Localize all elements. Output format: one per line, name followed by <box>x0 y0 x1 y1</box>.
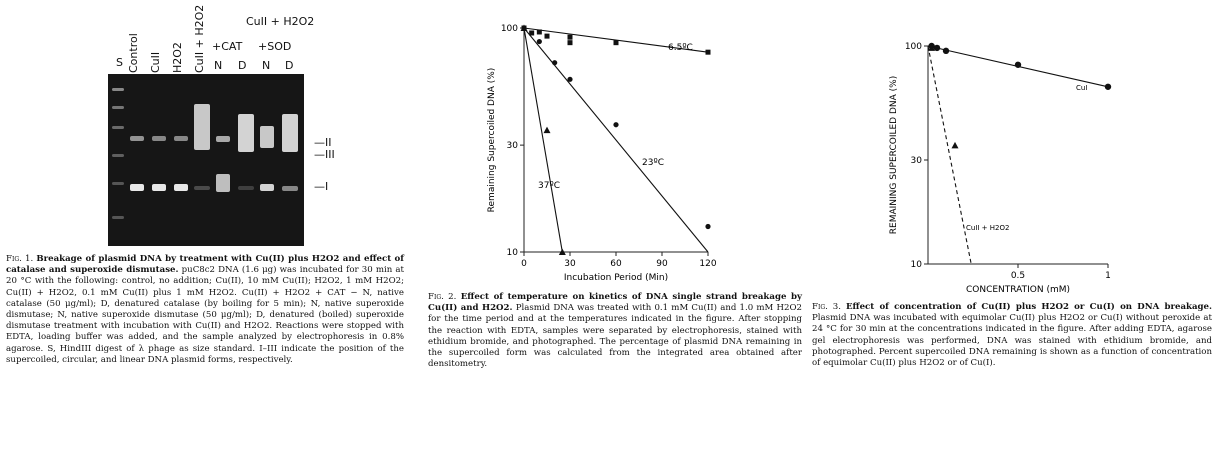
band-i <box>216 174 230 192</box>
y-tick-label: 30 <box>507 141 519 151</box>
figure-3: 0.5 1 10 30 100 CONCENTRATION (mM) REMAINING S… <box>810 0 1218 451</box>
band-ii <box>194 104 210 150</box>
data-point <box>567 40 573 46</box>
data-point <box>933 44 941 52</box>
ladder-band <box>112 154 124 157</box>
fit-line <box>523 27 709 253</box>
figure-2-caption: Fig. 2. Effect of temperature on kinetic… <box>428 292 803 370</box>
lane-label-h2o2: H2O2 <box>171 42 184 73</box>
band-i <box>238 186 254 190</box>
figure-1-caption: Fig. 1. Breakage of plasmid DNA by treat… <box>6 254 404 365</box>
band-i <box>130 184 144 191</box>
series-label: 6.5ºC <box>668 43 693 53</box>
lane-label-n2: N <box>262 59 271 72</box>
lane-label-control: Control <box>127 33 140 73</box>
ladder-band <box>112 126 124 129</box>
figure-3-caption: Fig. 3. Effect of concentration of Cu(II… <box>812 302 1213 369</box>
marker-i: —I <box>314 180 329 193</box>
x-tick-label: 1 <box>1105 271 1111 281</box>
band-ii <box>260 126 274 148</box>
series-label: CuI <box>1076 84 1087 92</box>
y-axis-label: REMAINING SUPERCOILED DNA (%) <box>889 76 899 234</box>
band-ii <box>238 114 254 152</box>
y-tick-label: 100 <box>501 24 518 34</box>
data-point <box>567 34 573 40</box>
y-tick-label: 10 <box>911 260 923 270</box>
fit-line <box>927 45 972 265</box>
data-point <box>705 223 711 230</box>
ladder-band <box>112 106 124 109</box>
lane-label-cuii-h2o2: CuII + H2O2 <box>193 4 206 73</box>
x-tick-label: 30 <box>564 259 576 269</box>
data-point <box>928 44 936 51</box>
gel-image <box>108 74 304 246</box>
band-i <box>282 186 298 191</box>
marker-ii: —II <box>314 136 332 149</box>
fit-line <box>523 27 563 253</box>
x-tick-label: 60 <box>610 259 622 269</box>
x-axis-label: Incubation Period (Min) <box>564 273 668 283</box>
lane-label-d2: D <box>285 59 294 72</box>
data-point <box>942 47 950 55</box>
band-i <box>194 186 210 190</box>
data-point <box>529 30 535 36</box>
series-label: CuII + H2O2 <box>966 224 1009 232</box>
band-ii <box>130 136 144 141</box>
data-point <box>552 60 558 66</box>
ladder-band <box>112 216 124 219</box>
x-tick-label: 0.5 <box>1011 271 1025 281</box>
x-tick-label: 90 <box>656 259 668 269</box>
ladder-band <box>112 182 124 185</box>
x-tick-label: 120 <box>699 259 716 269</box>
x-tick-label: 0 <box>521 259 527 269</box>
fit-line <box>523 27 709 53</box>
concentration-chart: 0.5 1 10 30 100 CONCENTRATION (mM) REMAINING S… <box>889 42 1112 295</box>
figure-1: S Control CuII H2O2 CuII + H2O2 CuII + H… <box>0 0 410 451</box>
figure-2: 0 30 60 90 120 10 30 100 Incubation Period (Min)… <box>410 0 810 451</box>
series-label: 37ºC <box>538 181 560 191</box>
series-label: 23ºC <box>642 158 664 168</box>
lane-label-n1: N <box>214 59 223 72</box>
group-header: CuII + H2O2 <box>246 15 315 28</box>
band-ii <box>152 136 166 141</box>
sub-header-sod: +SOD <box>258 40 292 53</box>
band-ii <box>282 114 298 152</box>
data-point <box>544 33 550 39</box>
data-point <box>536 38 542 45</box>
data-point <box>1104 83 1112 90</box>
band-i <box>152 184 166 191</box>
data-point <box>558 248 566 255</box>
x-axis-label: CONCENTRATION (mM) <box>966 285 1070 295</box>
data-point <box>613 40 619 46</box>
ladder-band <box>112 88 124 91</box>
data-point <box>613 122 619 128</box>
data-point <box>543 126 551 134</box>
data-point <box>536 29 542 35</box>
band-ii <box>174 136 188 141</box>
data-point <box>520 24 528 31</box>
band-ii <box>216 136 230 142</box>
sub-header-cat: +CAT <box>212 40 243 53</box>
y-tick-label: 10 <box>507 248 519 258</box>
band-i <box>260 184 274 191</box>
lane-label-s: S <box>116 56 123 69</box>
y-tick-label: 100 <box>905 42 922 52</box>
y-axis-label: Remaining Supercoiled DNA (%) <box>487 68 497 213</box>
marker-iii: —III <box>314 148 335 161</box>
data-point <box>1014 61 1022 68</box>
band-i <box>174 184 188 191</box>
data-point <box>567 76 573 82</box>
data-point <box>951 141 959 149</box>
data-point <box>705 49 711 55</box>
y-tick-label: 30 <box>911 156 923 166</box>
lane-label-cuii: CuII <box>149 51 162 73</box>
temperature-kinetics-chart: 0 30 60 90 120 10 30 100 Incubation Period (Min)… <box>487 24 717 283</box>
lane-label-d1: D <box>238 59 247 72</box>
